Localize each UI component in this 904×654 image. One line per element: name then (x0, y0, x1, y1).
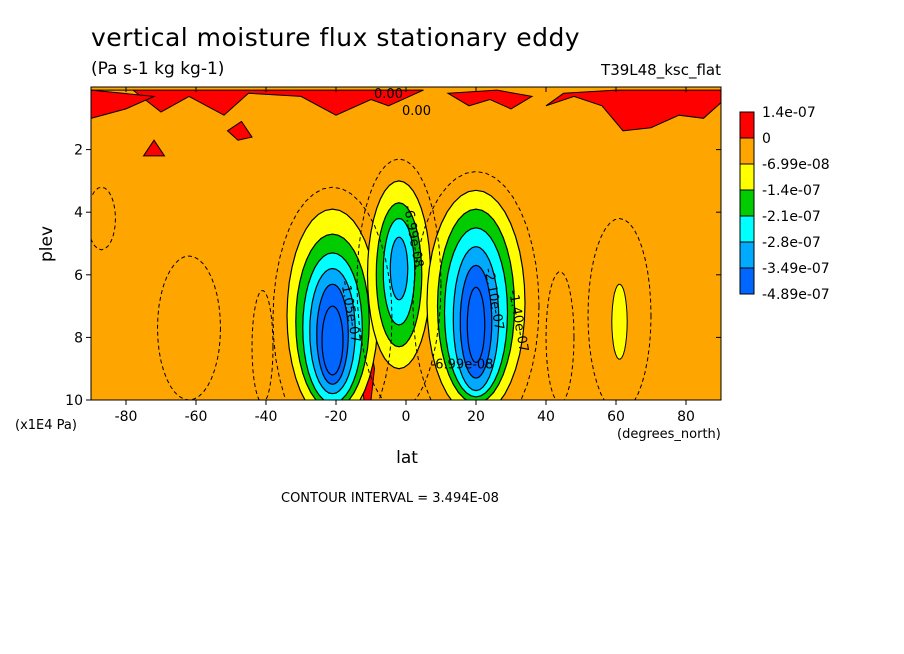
x-tick-label: 80 (677, 409, 695, 425)
legend-label: -2.1e-07 (762, 209, 821, 225)
y-tick-label: 8 (74, 330, 83, 346)
zero-contour-line (251, 290, 274, 400)
contour-fills (91, 89, 721, 400)
legend-swatch (739, 137, 755, 165)
contour-label: 0.00 (374, 87, 403, 102)
legend-swatch (739, 163, 755, 191)
y-tick-label: 2 (74, 143, 83, 159)
positive-patch (226, 120, 253, 141)
x-tick-label: 20 (467, 409, 485, 425)
contour-label: -6.99e-08 (431, 358, 494, 373)
legend-label: -4.89e-07 (762, 287, 830, 303)
negative-contour (611, 283, 628, 360)
plot-area: 0.000.00-6.99e-08-1.05e-07 -2.10e-07-1.40… (91, 87, 721, 400)
legend-swatch (739, 267, 755, 295)
chart-units: (Pa s-1 kg kg-1) (91, 59, 224, 79)
zero-contour-line (587, 217, 652, 400)
y-axis-label: plev (37, 226, 57, 262)
positive-patch (91, 89, 156, 119)
x-tick-label: 40 (537, 409, 555, 425)
zero-contour-line (412, 170, 540, 400)
legend-label: -6.99e-08 (762, 157, 830, 173)
contour-label: 0.00 (402, 104, 431, 119)
y-axis: 2 4 6 8 10 (65, 143, 721, 409)
x-axis-label: lat (396, 448, 418, 468)
y-units-label: (x1E4 Pa) (15, 418, 77, 433)
positive-patch (545, 89, 721, 132)
negative-contour (321, 305, 344, 376)
x-tick-label: -20 (325, 409, 348, 425)
x-tick-label: -60 (185, 409, 208, 425)
zero-contour-line (91, 186, 117, 251)
x-units-label: (degrees_north) (617, 427, 721, 442)
legend-label: -2.8e-07 (762, 235, 821, 251)
legend-label: 1.4e-07 (762, 105, 816, 121)
positive-patch (142, 139, 166, 157)
contour-interval-note: CONTOUR INTERVAL = 3.494E-08 (281, 491, 499, 506)
x-tick-label: -80 (115, 409, 138, 425)
experiment-label: T39L48_ksc_flat (600, 61, 721, 80)
y-tick-label: 10 (65, 393, 83, 409)
legend-swatch (739, 189, 755, 217)
zero-contour-line (545, 271, 575, 400)
legend-swatch (739, 241, 755, 269)
legend-swatch (739, 111, 755, 139)
y-tick-label: 4 (74, 205, 83, 221)
legend-label: 0 (762, 131, 771, 147)
y-tick-label: 6 (74, 268, 83, 284)
positive-patch (91, 89, 424, 116)
x-tick-label: 0 (402, 409, 411, 425)
legend-label: -3.49e-07 (762, 261, 830, 277)
contour-lines (91, 158, 652, 400)
x-tick-label: -40 (255, 409, 278, 425)
legend-swatch (739, 215, 755, 243)
chart-title: vertical moisture flux stationary eddy (91, 23, 580, 52)
legend-label: -1.4e-07 (762, 183, 821, 199)
color-legend: 1.4e-07 0 -6.99e-08 -1.4e-07 -2.1e-07 -2.8e-0… (739, 105, 830, 303)
zero-contour-line (272, 186, 393, 400)
zero-contour-line (156, 255, 222, 400)
x-tick-label: 60 (607, 409, 625, 425)
negative-contour (389, 236, 409, 301)
negative-contour (466, 286, 486, 364)
x-axis: -80 -60 -40 -20 0 20 40 60 80 (115, 87, 695, 425)
positive-patch (446, 89, 534, 110)
